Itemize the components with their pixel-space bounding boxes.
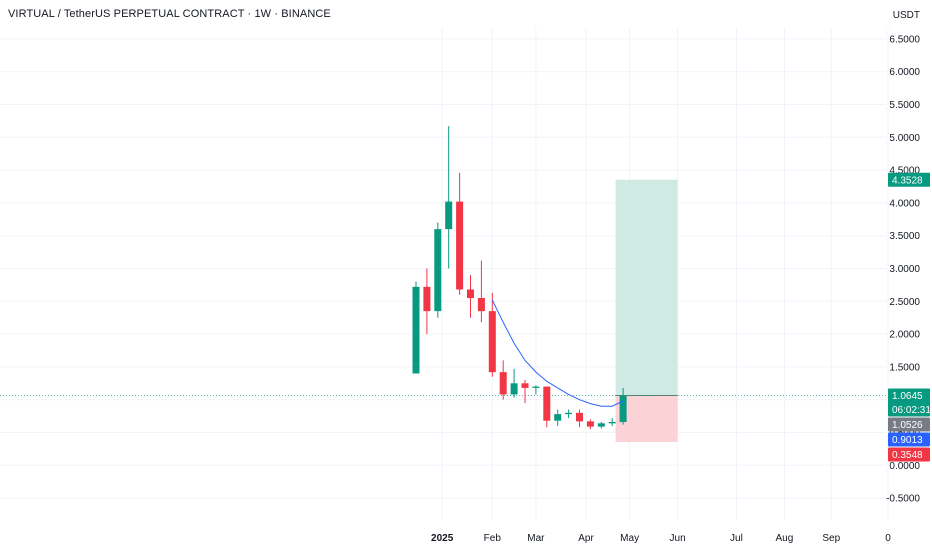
price-tag-bg bbox=[888, 447, 930, 462]
target-zone bbox=[615, 179, 678, 396]
position-zones bbox=[0, 179, 886, 443]
candle-body bbox=[521, 383, 529, 388]
candle bbox=[586, 419, 594, 430]
y-tick-label: 0.0000 bbox=[889, 461, 920, 472]
candle-body bbox=[434, 229, 442, 312]
candle-body bbox=[576, 412, 583, 422]
x-tick-label: Jun bbox=[670, 533, 686, 544]
x-tick-label: 2025 bbox=[431, 533, 454, 544]
y-tick-label: -0.5000 bbox=[886, 494, 920, 505]
candle-body bbox=[608, 422, 616, 424]
candle bbox=[565, 409, 573, 419]
grid-lines bbox=[0, 28, 889, 520]
candle bbox=[576, 409, 583, 428]
price-tag-bg bbox=[888, 417, 930, 432]
y-tick-label: 4.5000 bbox=[889, 166, 920, 177]
candle bbox=[445, 126, 453, 269]
candle bbox=[532, 385, 540, 395]
x-tick-label: Sep bbox=[822, 533, 840, 544]
candle-body bbox=[488, 311, 496, 373]
x-tick-label: Aug bbox=[776, 533, 794, 544]
candle-body bbox=[456, 201, 464, 290]
y-tick-label: 4.0000 bbox=[889, 198, 920, 209]
price-tag-bg bbox=[888, 172, 930, 187]
candle bbox=[619, 387, 627, 425]
candle bbox=[467, 275, 474, 318]
price-tags: 4.3528 1.0645 06:02:31 1.0526 0.9013 0.3548 bbox=[888, 172, 931, 462]
price-tag-bg bbox=[888, 432, 930, 447]
candles bbox=[412, 126, 627, 430]
candle bbox=[434, 222, 442, 318]
candle bbox=[499, 360, 507, 400]
y-tick-label: 1.5000 bbox=[889, 362, 920, 373]
moving-average bbox=[491, 299, 624, 407]
candle bbox=[597, 422, 605, 429]
y-tick-label: 5.0000 bbox=[889, 133, 920, 144]
price-tag-label: 1.0645 bbox=[892, 391, 923, 402]
candle-body bbox=[597, 423, 605, 427]
candle-body bbox=[619, 395, 627, 423]
candle-body bbox=[543, 386, 551, 421]
x-tick-label: Jul bbox=[730, 533, 743, 544]
price-tag-bg bbox=[888, 388, 930, 417]
price-tag: 1.0645 06:02:31 bbox=[888, 388, 931, 417]
candle-body bbox=[477, 298, 485, 312]
x-tick-label: 0 bbox=[885, 533, 891, 544]
y-tick-label: 5.5000 bbox=[889, 100, 920, 111]
candle bbox=[521, 380, 529, 403]
price-unit-label: USDT bbox=[892, 10, 920, 21]
y-tick-label: 6.0000 bbox=[889, 67, 920, 78]
candle bbox=[423, 268, 431, 335]
moving-average-line bbox=[491, 299, 624, 407]
candle-body bbox=[499, 372, 507, 395]
candle-body bbox=[445, 201, 453, 230]
price-tag: 4.3528 bbox=[888, 172, 930, 187]
candle-body bbox=[423, 286, 431, 312]
x-tick-label: Feb bbox=[484, 533, 502, 544]
x-tick-label: Mar bbox=[527, 533, 545, 544]
x-tick-label: Apr bbox=[578, 533, 594, 544]
price-tag-label: 4.3528 bbox=[892, 175, 923, 186]
candle bbox=[554, 409, 562, 426]
candle-body bbox=[565, 412, 573, 415]
chart-title: VIRTUAL / TetherUS PERPETUAL CONTRACT · … bbox=[8, 8, 331, 20]
candle-body bbox=[532, 386, 540, 388]
candle bbox=[608, 418, 616, 426]
candle bbox=[510, 368, 518, 398]
price-tag-label: 1.0526 bbox=[892, 420, 923, 431]
candle bbox=[412, 281, 420, 374]
candle-body bbox=[510, 383, 518, 395]
candle bbox=[477, 260, 485, 323]
time-axis[interactable]: 2025 Feb Mar Apr May Jun Jul Aug Sep 0 bbox=[431, 533, 891, 544]
y-tick-label: 3.0000 bbox=[889, 264, 920, 275]
candle bbox=[543, 386, 551, 428]
price-tag-label: 0.3548 bbox=[892, 450, 923, 461]
countdown-label: 06:02:31 bbox=[892, 405, 931, 416]
candle bbox=[456, 172, 464, 295]
candle-body bbox=[467, 289, 474, 299]
y-tick-label: 6.5000 bbox=[889, 34, 920, 45]
y-tick-label: 3.5000 bbox=[889, 231, 920, 242]
x-tick-label: May bbox=[620, 533, 639, 544]
candle-body bbox=[412, 286, 420, 374]
y-tick-label: 2.0000 bbox=[889, 330, 920, 341]
y-tick-label: 2.5000 bbox=[889, 297, 920, 308]
price-tag: 0.9013 bbox=[888, 432, 930, 447]
price-tag: 0.3548 bbox=[888, 447, 930, 462]
price-tag-label: 0.9013 bbox=[892, 435, 923, 446]
candle bbox=[488, 292, 496, 377]
candle-body bbox=[554, 414, 562, 421]
candle-body bbox=[586, 421, 594, 427]
price-tag: 1.0526 bbox=[888, 417, 930, 432]
